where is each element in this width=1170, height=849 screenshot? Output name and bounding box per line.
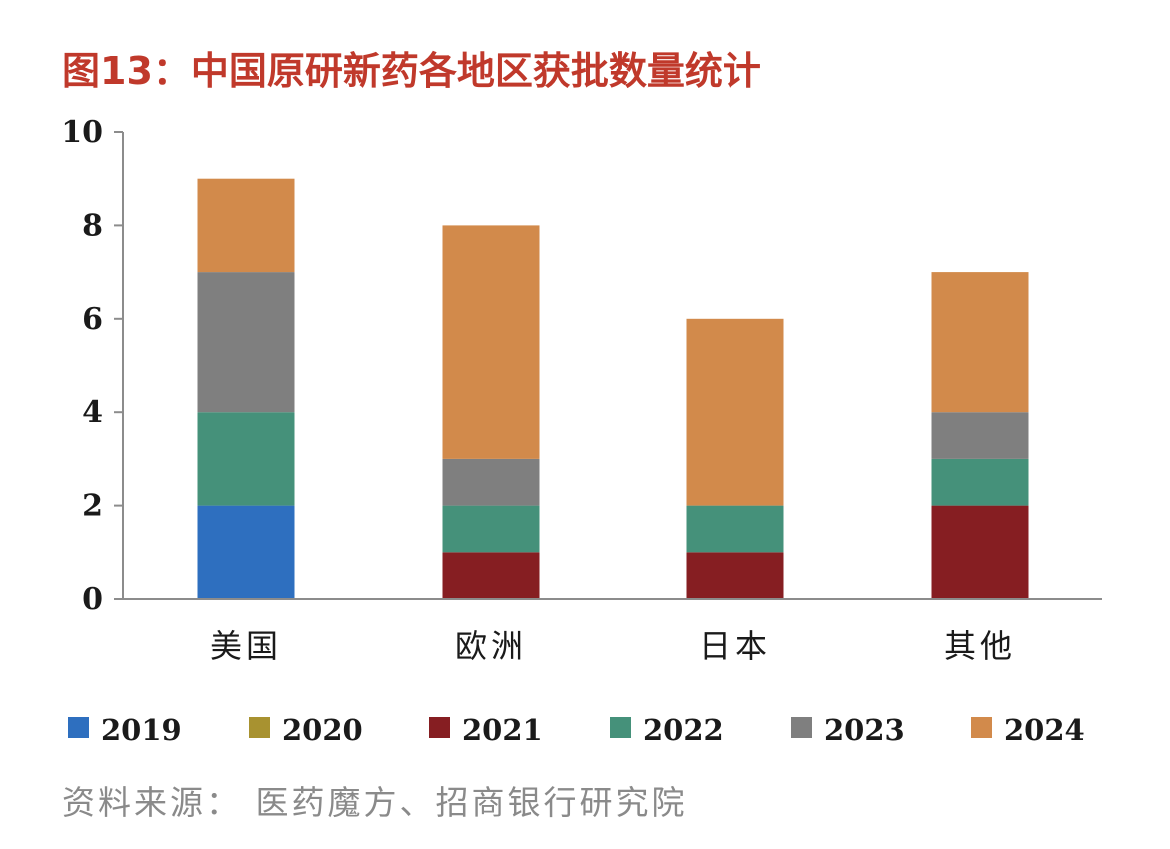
legend-label-2023: 2023 bbox=[824, 713, 905, 747]
bar-segment-1-2021 bbox=[442, 552, 540, 599]
bar-segment-0-2023 bbox=[197, 272, 295, 413]
bar-segment-1-2024 bbox=[442, 225, 540, 459]
legend-swatch-2020 bbox=[249, 717, 270, 738]
bar-segment-3-2022 bbox=[931, 458, 1029, 506]
bars-layer bbox=[197, 178, 1029, 599]
bar-segment-0-2024 bbox=[197, 178, 295, 273]
stacked-bar-chart: 0 2 4 6 8 10 美国 欧洲 日本 其他 2019 2020 2021 2022 2023 2024 bbox=[61, 115, 1102, 747]
bar-segment-2-2024 bbox=[686, 318, 784, 506]
bar-segment-3-2021 bbox=[931, 505, 1029, 599]
legend-label-2022: 2022 bbox=[643, 713, 724, 747]
legend-label-2020: 2020 bbox=[282, 713, 363, 747]
legend-swatch-2022 bbox=[610, 717, 631, 738]
bar-segment-3-2024 bbox=[931, 272, 1029, 413]
source-note: 资料来源： 医药魔方、招商银行研究院 bbox=[62, 783, 688, 822]
x-tick-label: 欧洲 bbox=[455, 627, 527, 665]
y-tick-label: 4 bbox=[82, 395, 103, 430]
x-tick-label: 日本 bbox=[699, 627, 771, 665]
y-tick-label: 0 bbox=[82, 582, 103, 617]
y-tick-label: 10 bbox=[61, 115, 103, 150]
y-tick-label: 8 bbox=[82, 208, 103, 243]
bar-segment-1-2023 bbox=[442, 458, 540, 506]
axes-layer: 0 2 4 6 8 10 美国 欧洲 日本 其他 bbox=[61, 115, 1102, 665]
bar-segment-2-2021 bbox=[686, 552, 784, 599]
legend-swatch-2023 bbox=[791, 717, 812, 738]
bar-segment-0-2022 bbox=[197, 412, 295, 506]
legend-swatch-2024 bbox=[971, 717, 992, 738]
legend: 2019 2020 2021 2022 2023 2024 bbox=[68, 713, 1085, 747]
bar-segment-2-2022 bbox=[686, 505, 784, 553]
figure-title: 图13：中国原研新药各地区获批数量统计 bbox=[62, 49, 761, 93]
bar-segment-0-2019 bbox=[197, 505, 295, 599]
bar-segment-1-2022 bbox=[442, 505, 540, 553]
legend-swatch-2019 bbox=[68, 717, 89, 738]
y-tick-label: 6 bbox=[82, 302, 103, 337]
y-tick-label: 2 bbox=[82, 489, 103, 524]
legend-label-2019: 2019 bbox=[101, 713, 182, 747]
legend-label-2021: 2021 bbox=[462, 713, 543, 747]
legend-swatch-2021 bbox=[429, 717, 450, 738]
bar-segment-3-2023 bbox=[931, 412, 1029, 459]
x-tick-label: 其他 bbox=[944, 627, 1016, 665]
x-tick-label: 美国 bbox=[210, 627, 282, 665]
legend-label-2024: 2024 bbox=[1004, 713, 1085, 747]
